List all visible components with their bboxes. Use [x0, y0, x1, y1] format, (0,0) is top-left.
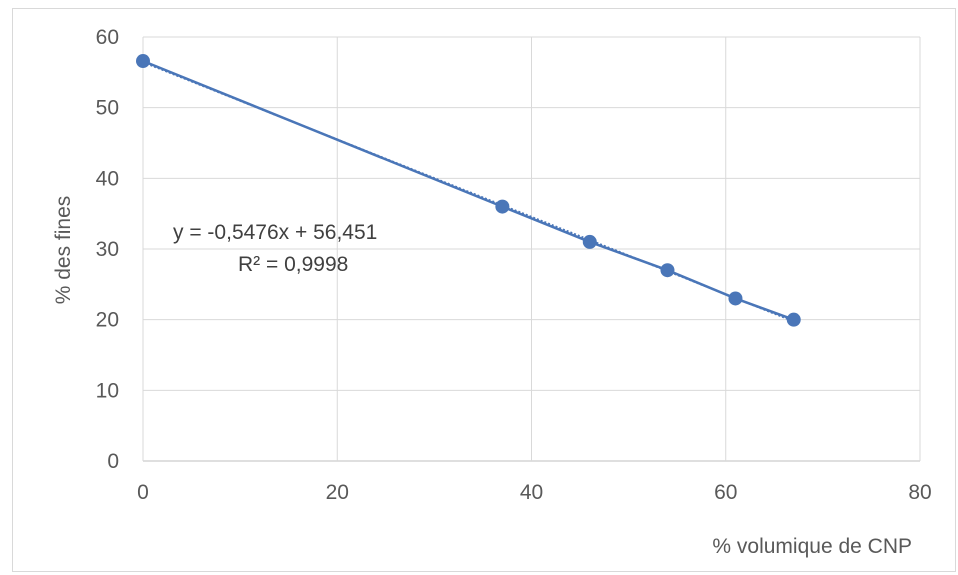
trendline-equation: y = -0,5476x + 56,451 [173, 221, 377, 244]
x-tick-label: 60 [714, 481, 737, 504]
y-tick-label: 10 [96, 379, 119, 402]
x-tick-label: 20 [326, 481, 349, 504]
x-tick-label: 0 [137, 481, 149, 504]
y-tick-label: 20 [96, 309, 119, 332]
data-point [495, 199, 510, 214]
y-tick-label: 40 [96, 167, 119, 190]
data-point [728, 291, 743, 306]
series-group [136, 54, 801, 327]
chart-frame [12, 8, 956, 572]
gridlines [142, 36, 921, 462]
x-axis-title: % volumique de CNP [712, 535, 912, 558]
series-line [142, 59, 795, 321]
data-point [582, 234, 597, 249]
tick-labels: 0 10 20 30 40 50 60 0 20 40 60 80 [96, 26, 932, 504]
data-point [660, 263, 675, 278]
y-tick-label: 50 [96, 97, 119, 120]
y-tick-label: 60 [96, 26, 119, 49]
data-point [136, 54, 150, 69]
y-axis-title: % des fines [52, 196, 75, 305]
x-tick-label: 40 [520, 481, 543, 504]
y-tick-label: 0 [107, 450, 119, 473]
trendline-r-squared: R² = 0,9998 [238, 253, 348, 276]
x-tick-label: 80 [908, 481, 931, 504]
data-point [786, 312, 801, 327]
y-tick-label: 30 [96, 238, 119, 261]
